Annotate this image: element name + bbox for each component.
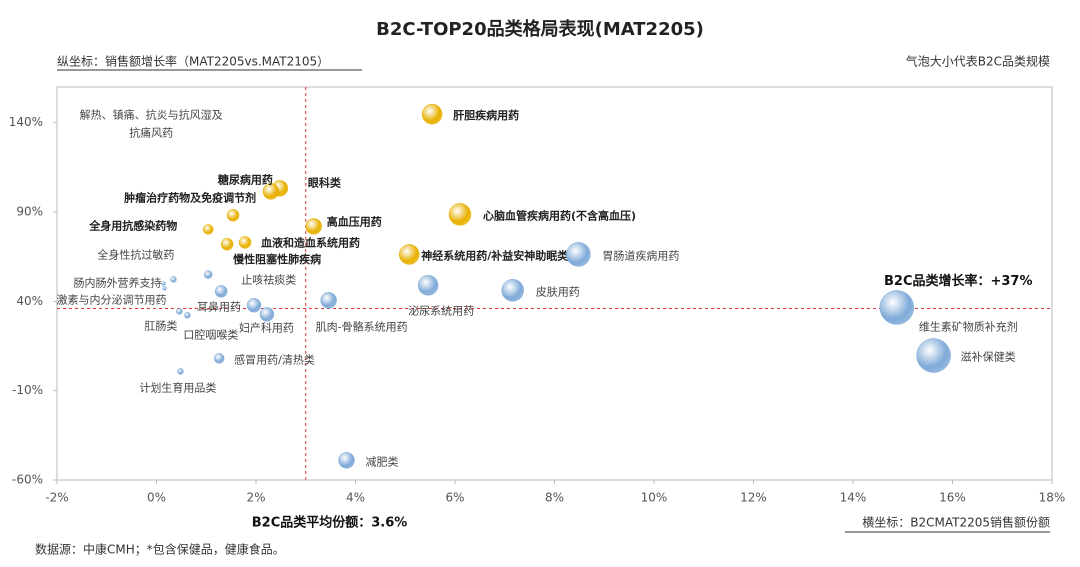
x-tick-label: 12% <box>740 491 767 505</box>
bubble <box>177 368 184 375</box>
bubble-label: 激素与内分泌调节用药 <box>56 292 166 306</box>
bubble <box>161 281 166 286</box>
bubble-label: 全身性抗过敏药 <box>97 247 174 261</box>
x-tick-label: 14% <box>840 491 867 505</box>
bubble <box>202 224 214 235</box>
bubble <box>262 183 280 200</box>
bubble <box>501 279 524 302</box>
bubble-label: 胃肠道疾病用药 <box>602 248 679 262</box>
bubble <box>246 298 262 313</box>
size-note: 气泡大小代表B2C品类规模 <box>906 54 1050 69</box>
bubble-label: 维生素矿物质补充剂 <box>919 319 1018 333</box>
bubble <box>176 308 183 315</box>
bubble <box>338 452 355 469</box>
bubble-label: 慢性阻塞性肺疾病 <box>233 252 321 266</box>
bubble <box>170 276 177 283</box>
bubble-label: 感冒用药/清热类 <box>234 352 315 366</box>
bubble-label: 肠内肠外营养支持 <box>73 276 161 290</box>
bubble-label: 泌尿系统用药 <box>408 304 474 317</box>
reference-label: B2C品类平均份额：3.6% <box>252 515 408 531</box>
bubble <box>566 242 591 267</box>
bubble-label: 肝胆疾病用药 <box>453 108 519 122</box>
bubble-label: 血液和造血系统用药 <box>261 235 360 249</box>
bubble-label: 计划生育用品类 <box>139 380 216 394</box>
bubble <box>320 292 337 309</box>
bubble <box>220 237 234 251</box>
bubble-label: 解热、镇痛、抗炎与抗风湿及 <box>80 107 223 121</box>
bubble <box>421 103 443 125</box>
x-axis-note: 横坐标：B2CMAT2205销售额份额 <box>862 515 1050 530</box>
bubble-label: 眼科类 <box>308 175 342 189</box>
y-tick-label: 90% <box>16 205 43 219</box>
x-tick-label: 18% <box>1039 491 1066 505</box>
y-tick-label: -60% <box>12 473 43 487</box>
bubble <box>259 307 275 322</box>
y-axis-note: 纵坐标：销售额增长率（MAT2205vs.MAT2105） <box>57 54 329 69</box>
bubble-label: 神经系统用药/补益安神助眠类 <box>421 248 569 262</box>
bubble-label: 肛肠类 <box>144 318 177 332</box>
bubble <box>879 290 915 325</box>
bubble <box>184 312 191 319</box>
bubble-label: 糖尿病用药 <box>218 172 273 186</box>
bubble-label: 肌肉-骨骼系统用药 <box>316 319 408 333</box>
x-tick-label: 2% <box>246 491 265 505</box>
source: 数据源：中康CMH；*包含保健品，健康食品。 <box>35 542 285 557</box>
bubble-label: 耳鼻用药 <box>197 299 241 313</box>
bubble <box>238 236 252 249</box>
bubble-label: 心脑血管疾病用药(不含高血压) <box>483 208 636 222</box>
bubble-label: 高血压用药 <box>327 214 382 228</box>
y-tick-label: -10% <box>12 383 43 397</box>
reference-label: B2C品类增长率：+37% <box>884 273 1033 289</box>
bubble <box>916 338 951 373</box>
bubble-label: 抗痛风药 <box>129 125 173 139</box>
bubble <box>214 285 228 298</box>
bubble <box>213 353 225 364</box>
bubble <box>398 244 420 265</box>
bubble <box>203 270 213 279</box>
y-tick-label: 40% <box>16 294 43 308</box>
bubble-label: 止咳祛痰类 <box>241 273 296 287</box>
chart-title: B2C-TOP20品类格局表现(MAT2205) <box>376 18 704 40</box>
bubble-label: 全身用抗感染药物 <box>88 218 177 232</box>
x-tick-label: 16% <box>939 491 966 505</box>
y-tick-label: 140% <box>9 115 43 129</box>
bubble <box>417 275 439 296</box>
bubble-label: 妇产科用药 <box>239 320 294 334</box>
bubble <box>226 209 240 222</box>
bubble-label: 口腔咽喉类 <box>183 327 238 341</box>
bubble-label: 滋补保健类 <box>961 349 1016 363</box>
x-tick-label: -2% <box>45 491 68 505</box>
bubble-label: 皮肤用药 <box>536 284 580 298</box>
bubble <box>448 203 472 226</box>
bubble <box>305 218 322 235</box>
x-tick-label: 4% <box>346 491 365 505</box>
bubble-label: 肿瘤治疗药物及免疫调节剂 <box>124 190 256 204</box>
bubble-label: 减肥类 <box>366 454 399 468</box>
x-tick-label: 6% <box>445 491 464 505</box>
bubble <box>162 286 167 291</box>
x-tick-label: 8% <box>545 491 564 505</box>
x-tick-label: 10% <box>641 491 668 505</box>
x-tick-label: 0% <box>147 491 166 505</box>
